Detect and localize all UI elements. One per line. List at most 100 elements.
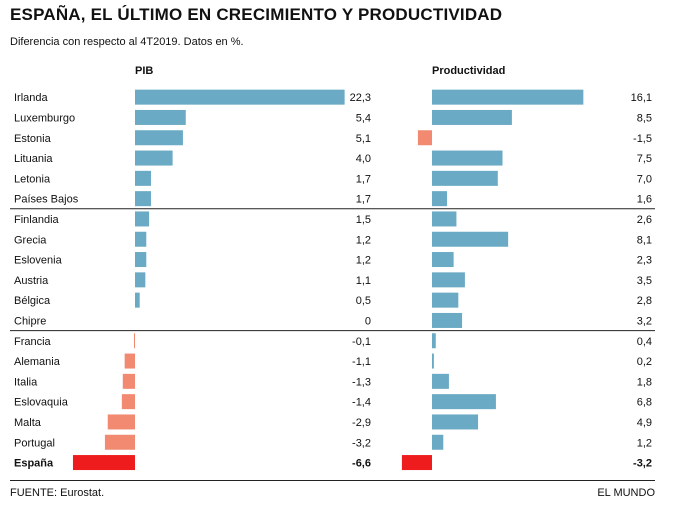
productividad-bar-belgica	[432, 292, 459, 308]
productividad-value-label-luxemburgo: 8,5	[637, 112, 652, 124]
pib-value-label-grecia: 1,2	[356, 234, 371, 246]
productividad-value-label-paises-bajos: 1,6	[637, 194, 652, 206]
chart-subtitle: Diferencia con respecto al 4T2019. Datos…	[10, 36, 244, 48]
productividad-value-label-chipre: 3,2	[637, 315, 652, 327]
country-label-chipre: Chipre	[14, 315, 46, 327]
productividad-value-label-belgica: 2,8	[637, 295, 652, 307]
pib-bar-finlandia	[135, 211, 150, 227]
pib-value-label-finlandia: 1,5	[356, 214, 371, 226]
pib-value-label-chipre: 0	[365, 315, 371, 327]
pib-bar-austria	[135, 272, 146, 288]
productividad-bar-italia	[432, 373, 449, 389]
country-label-paises-bajos: Países Bajos	[14, 194, 79, 206]
pib-value-label-estonia: 5,1	[356, 133, 371, 145]
country-label-portugal: Portugal	[14, 437, 55, 449]
productividad-bar-francia	[432, 333, 436, 349]
country-label-luxemburgo: Luxemburgo	[14, 112, 75, 124]
pib-value-label-malta: -2,9	[352, 417, 371, 429]
pib-bar-lituania	[135, 150, 173, 166]
productividad-bar-letonia	[432, 170, 498, 186]
pib-value-label-francia: -0,1	[352, 336, 371, 348]
productividad-bar-luxemburgo	[432, 109, 512, 125]
productividad-value-label-estonia: -1,5	[633, 133, 652, 145]
productividad-value-label-portugal: 1,2	[637, 437, 652, 449]
productividad-value-label-eslovenia: 2,3	[637, 255, 652, 267]
productividad-bar-finlandia	[432, 211, 457, 227]
pib-bar-espana	[72, 455, 135, 471]
productividad-value-label-malta: 4,9	[637, 417, 652, 429]
country-label-italia: Italia	[14, 376, 38, 388]
pib-bar-irlanda	[135, 89, 345, 105]
pib-bar-estonia	[135, 130, 183, 146]
country-label-belgica: Bélgica	[14, 295, 51, 307]
productividad-bar-eslovenia	[432, 252, 454, 268]
productividad-bar-estonia	[417, 130, 432, 146]
productividad-value-label-letonia: 7,0	[637, 173, 652, 185]
pib-bar-eslovenia	[135, 252, 147, 268]
pib-value-label-eslovaquia: -1,4	[352, 397, 371, 409]
country-label-lituania: Lituania	[14, 153, 53, 165]
pib-bar-italia	[122, 373, 135, 389]
pib-bar-letonia	[135, 170, 151, 186]
pib-value-label-lituania: 4,0	[356, 153, 371, 165]
productividad-value-label-alemania: 0,2	[637, 356, 652, 368]
pib-value-label-belgica: 0,5	[356, 295, 371, 307]
pib-value-label-irlanda: 22,3	[350, 92, 371, 104]
pib-value-label-luxemburgo: 5,4	[356, 112, 371, 124]
pib-value-label-portugal: -3,2	[352, 437, 371, 449]
productividad-bar-eslovaquia	[432, 394, 496, 410]
pib-bar-malta	[107, 414, 135, 430]
productividad-value-label-italia: 1,8	[637, 376, 652, 388]
country-label-eslovenia: Eslovenia	[14, 255, 63, 267]
pib-bar-grecia	[135, 231, 147, 247]
pib-value-label-paises-bajos: 1,7	[356, 194, 371, 206]
country-label-grecia: Grecia	[14, 234, 47, 246]
pib-value-label-eslovenia: 1,2	[356, 255, 371, 267]
bar-chart: Irlanda 22,3 16,1 Luxemburgo 5,4 8,5 Estonia 5,…	[10, 89, 655, 471]
source-note: FUENTE: Eurostat.	[10, 487, 105, 499]
publisher-brand: EL MUNDO	[597, 487, 655, 499]
country-label-espana: España	[14, 458, 54, 470]
productividad-value-label-espana: -3,2	[633, 458, 652, 470]
pib-value-label-espana: -6,6	[352, 458, 371, 470]
country-label-francia: Francia	[14, 336, 52, 348]
pib-value-label-letonia: 1,7	[356, 173, 371, 185]
pib-value-label-austria: 1,1	[356, 275, 371, 287]
productividad-bar-alemania	[432, 353, 434, 369]
country-label-finlandia: Finlandia	[14, 214, 60, 226]
pib-bar-eslovaquia	[121, 394, 135, 410]
productividad-value-label-francia: 0,4	[637, 336, 652, 348]
pib-column-header: PIB	[135, 65, 154, 77]
pib-bar-francia	[134, 333, 135, 349]
productividad-value-label-eslovaquia: 6,8	[637, 397, 652, 409]
productividad-bar-irlanda	[432, 89, 584, 105]
chart-title: ESPAÑA, EL ÚLTIMO EN CRECIMIENTO Y PRODU…	[10, 5, 503, 24]
productividad-value-label-irlanda: 16,1	[631, 92, 652, 104]
country-label-austria: Austria	[14, 275, 49, 287]
country-label-eslovaquia: Eslovaquia	[14, 397, 69, 409]
pib-value-label-italia: -1,3	[352, 376, 371, 388]
productividad-bar-grecia	[432, 231, 509, 247]
country-label-letonia: Letonia	[14, 173, 51, 185]
productividad-value-label-finlandia: 2,6	[637, 214, 652, 226]
productividad-value-label-lituania: 7,5	[637, 153, 652, 165]
productividad-value-label-grecia: 8,1	[637, 234, 652, 246]
productividad-bar-paises-bajos	[432, 191, 448, 207]
country-label-estonia: Estonia	[14, 133, 52, 145]
country-label-malta: Malta	[14, 417, 42, 429]
pib-bar-belgica	[135, 292, 140, 308]
pib-value-label-alemania: -1,1	[352, 356, 371, 368]
pib-bar-alemania	[124, 353, 135, 369]
pib-bar-luxemburgo	[135, 109, 186, 125]
productividad-bar-malta	[432, 414, 479, 430]
pib-bar-portugal	[104, 434, 135, 450]
productividad-bar-austria	[432, 272, 465, 288]
productividad-bar-chipre	[432, 312, 463, 328]
productividad-value-label-austria: 3,5	[637, 275, 652, 287]
productividad-bar-espana	[401, 455, 432, 471]
country-label-irlanda: Irlanda	[14, 92, 49, 104]
pib-bar-paises-bajos	[135, 191, 151, 207]
country-label-alemania: Alemania	[14, 356, 61, 368]
productividad-column-header: Productividad	[432, 65, 506, 77]
productividad-bar-portugal	[432, 434, 444, 450]
